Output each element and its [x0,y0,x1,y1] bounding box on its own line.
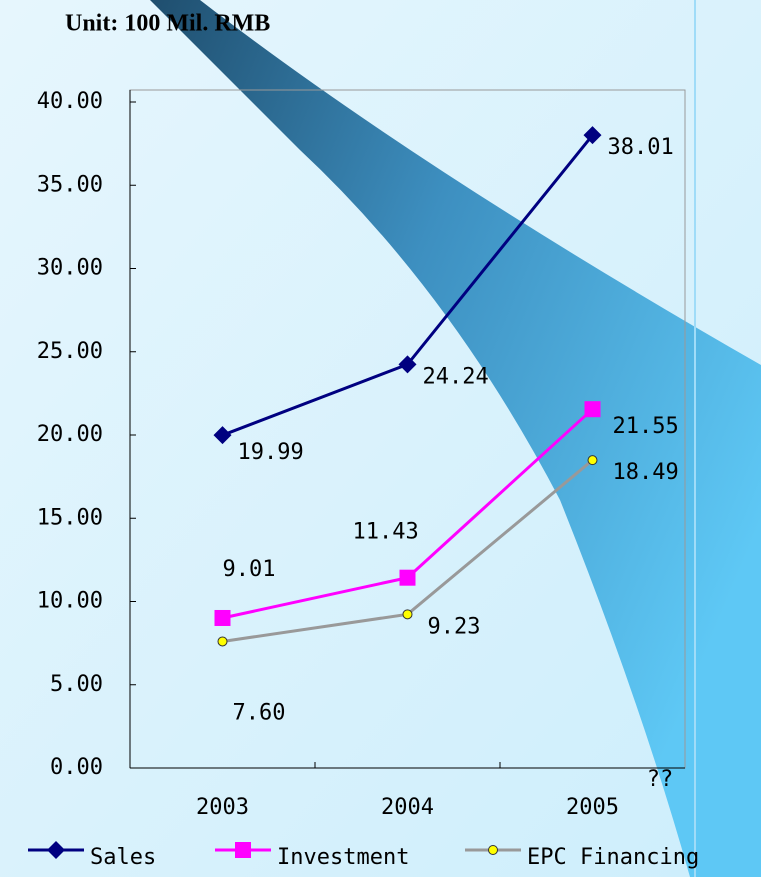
point-marker [214,609,231,626]
data-label: 9.23 [428,614,481,639]
legend-label: EPC Financing [527,845,699,870]
point-marker [583,126,602,145]
legend-label: Investment [277,845,409,870]
x-tick-label: 2004 [381,795,434,820]
data-label: 24.24 [423,364,489,389]
legend-marker [47,841,65,859]
y-tick-label: 0.00 [50,755,103,780]
point-marker [402,609,413,620]
chart-title: Unit: 100 Mil. RMB [65,11,270,37]
data-label: 9.01 [223,557,276,582]
y-tick-label: 30.00 [37,256,103,281]
swoosh [150,0,761,877]
data-label: 21.55 [613,414,679,439]
x-axis-label: ?? [647,767,674,792]
point-marker [587,455,598,466]
y-tick-label: 35.00 [37,172,103,197]
x-tick-label: 2005 [566,795,619,820]
y-tick-label: 10.00 [37,589,103,614]
data-label: 7.60 [233,700,286,725]
x-tick-label: 2003 [196,795,249,820]
point-marker [584,401,601,418]
y-tick-label: 40.00 [37,89,103,114]
point-marker [398,355,417,374]
legend-label: Sales [90,845,156,870]
data-label: 11.43 [353,520,419,545]
y-tick-label: 15.00 [37,505,103,530]
y-tick-label: 20.00 [37,422,103,447]
y-tick-label: 5.00 [50,672,103,697]
data-label: 19.99 [238,440,304,465]
point-marker [213,426,232,445]
data-label: 38.01 [608,135,674,160]
point-marker [217,636,228,647]
point-marker [399,569,416,586]
legend-marker [235,842,251,858]
legend-marker [488,845,498,855]
y-tick-label: 25.00 [37,339,103,364]
data-label: 18.49 [613,460,679,485]
